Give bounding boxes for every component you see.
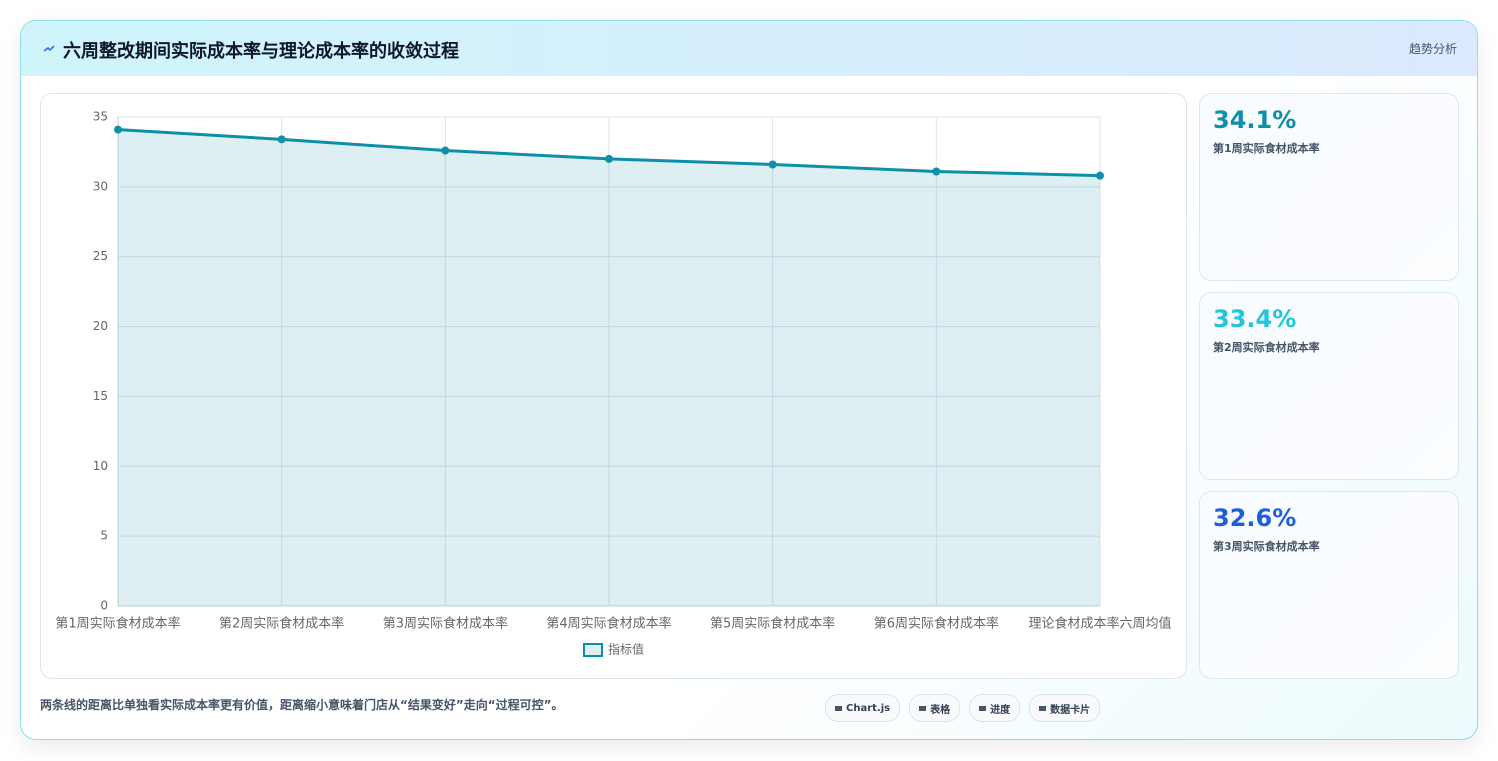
point: [1096, 171, 1104, 180]
button-group: Chart.js 表格 进度 数据卡片: [825, 694, 1101, 722]
button[interactable]: 表格: [909, 694, 961, 722]
tag: 趋势分析: [1408, 42, 1457, 56]
button-label[interactable]: 进度: [990, 704, 1011, 716]
y-tick-label: 0: [100, 599, 108, 613]
stat-label: 第3周实际食材成本率: [1213, 540, 1320, 553]
button[interactable]: Chart.js: [825, 694, 901, 722]
point: [114, 125, 122, 134]
x-tick-label: 第4周实际食材成本率: [546, 616, 671, 632]
point: [932, 167, 941, 176]
y-tick-label: 15: [93, 389, 108, 403]
y-tick-label: 25: [93, 249, 108, 263]
button-label[interactable]: 数据卡片: [1050, 704, 1091, 716]
y-tick-label: 10: [93, 459, 108, 473]
dashboard-card: 六周整改期间实际成本率与理论成本率的收敛过程 趋势分析 0 5 10 15 20 25 30…: [20, 20, 1478, 740]
point: [441, 146, 450, 155]
button-label[interactable]: Chart.js: [846, 702, 891, 714]
stat-card: 32.6% 第3周实际食材成本率: [1199, 491, 1459, 679]
x-tick-label: 第2周实际食材成本率: [219, 616, 344, 632]
stat-value: 32.6%: [1213, 504, 1297, 532]
stat-value: 33.4%: [1213, 305, 1297, 333]
stat-label: 第2周实际食材成本率: [1213, 341, 1320, 354]
chart-panel: 0 5 10 15 20 25 30 35 第1周实际食材成本率 第2周实际食材成本率 第3周实际食…: [40, 93, 1187, 679]
chart: 0 5 10 15 20 25 30 35 第1周实际食材成本率 第2周实际食材成本率 第3周实际食…: [55, 110, 1172, 657]
y-tick-label: 30: [93, 179, 108, 193]
button-label[interactable]: 表格: [930, 704, 951, 716]
stat-card: 34.1% 第1周实际食材成本率: [1199, 93, 1459, 281]
x-tick-label: 第3周实际食材成本率: [383, 616, 508, 632]
header: 六周整改期间实际成本率与理论成本率的收敛过程 趋势分析: [21, 21, 1477, 76]
y-tick-label: 5: [100, 529, 108, 543]
point: [768, 160, 777, 169]
x-tick-label: 理论食材成本率六周均值: [1028, 616, 1171, 632]
stat-value: 34.1%: [1213, 106, 1297, 134]
x-tick-label: 第5周实际食材成本率: [710, 616, 835, 632]
legend-label: 指标值: [608, 642, 644, 657]
button[interactable]: 数据卡片: [1029, 694, 1101, 722]
point: [277, 135, 286, 144]
y-tick-label: 20: [93, 319, 108, 333]
header-icon: [43, 45, 55, 52]
x-tick-label: 第1周实际食材成本率: [55, 616, 180, 632]
x-tick-label: 第6周实际食材成本率: [874, 616, 999, 632]
point: [605, 154, 613, 163]
y-tick-label: 35: [93, 110, 108, 124]
legend-swatch: [583, 643, 603, 657]
stat-label: 第1周实际食材成本率: [1213, 142, 1320, 155]
footer-note: 两条线的距离比单独看实际成本率更有价值，距离缩小意味着门店从“结果变好”走向“过…: [40, 698, 564, 712]
button[interactable]: 进度: [969, 694, 1021, 722]
area: [118, 129, 1100, 606]
title: 六周整改期间实际成本率与理论成本率的收敛过程: [63, 41, 459, 62]
stat-card: 33.4% 第2周实际食材成本率: [1199, 292, 1459, 480]
